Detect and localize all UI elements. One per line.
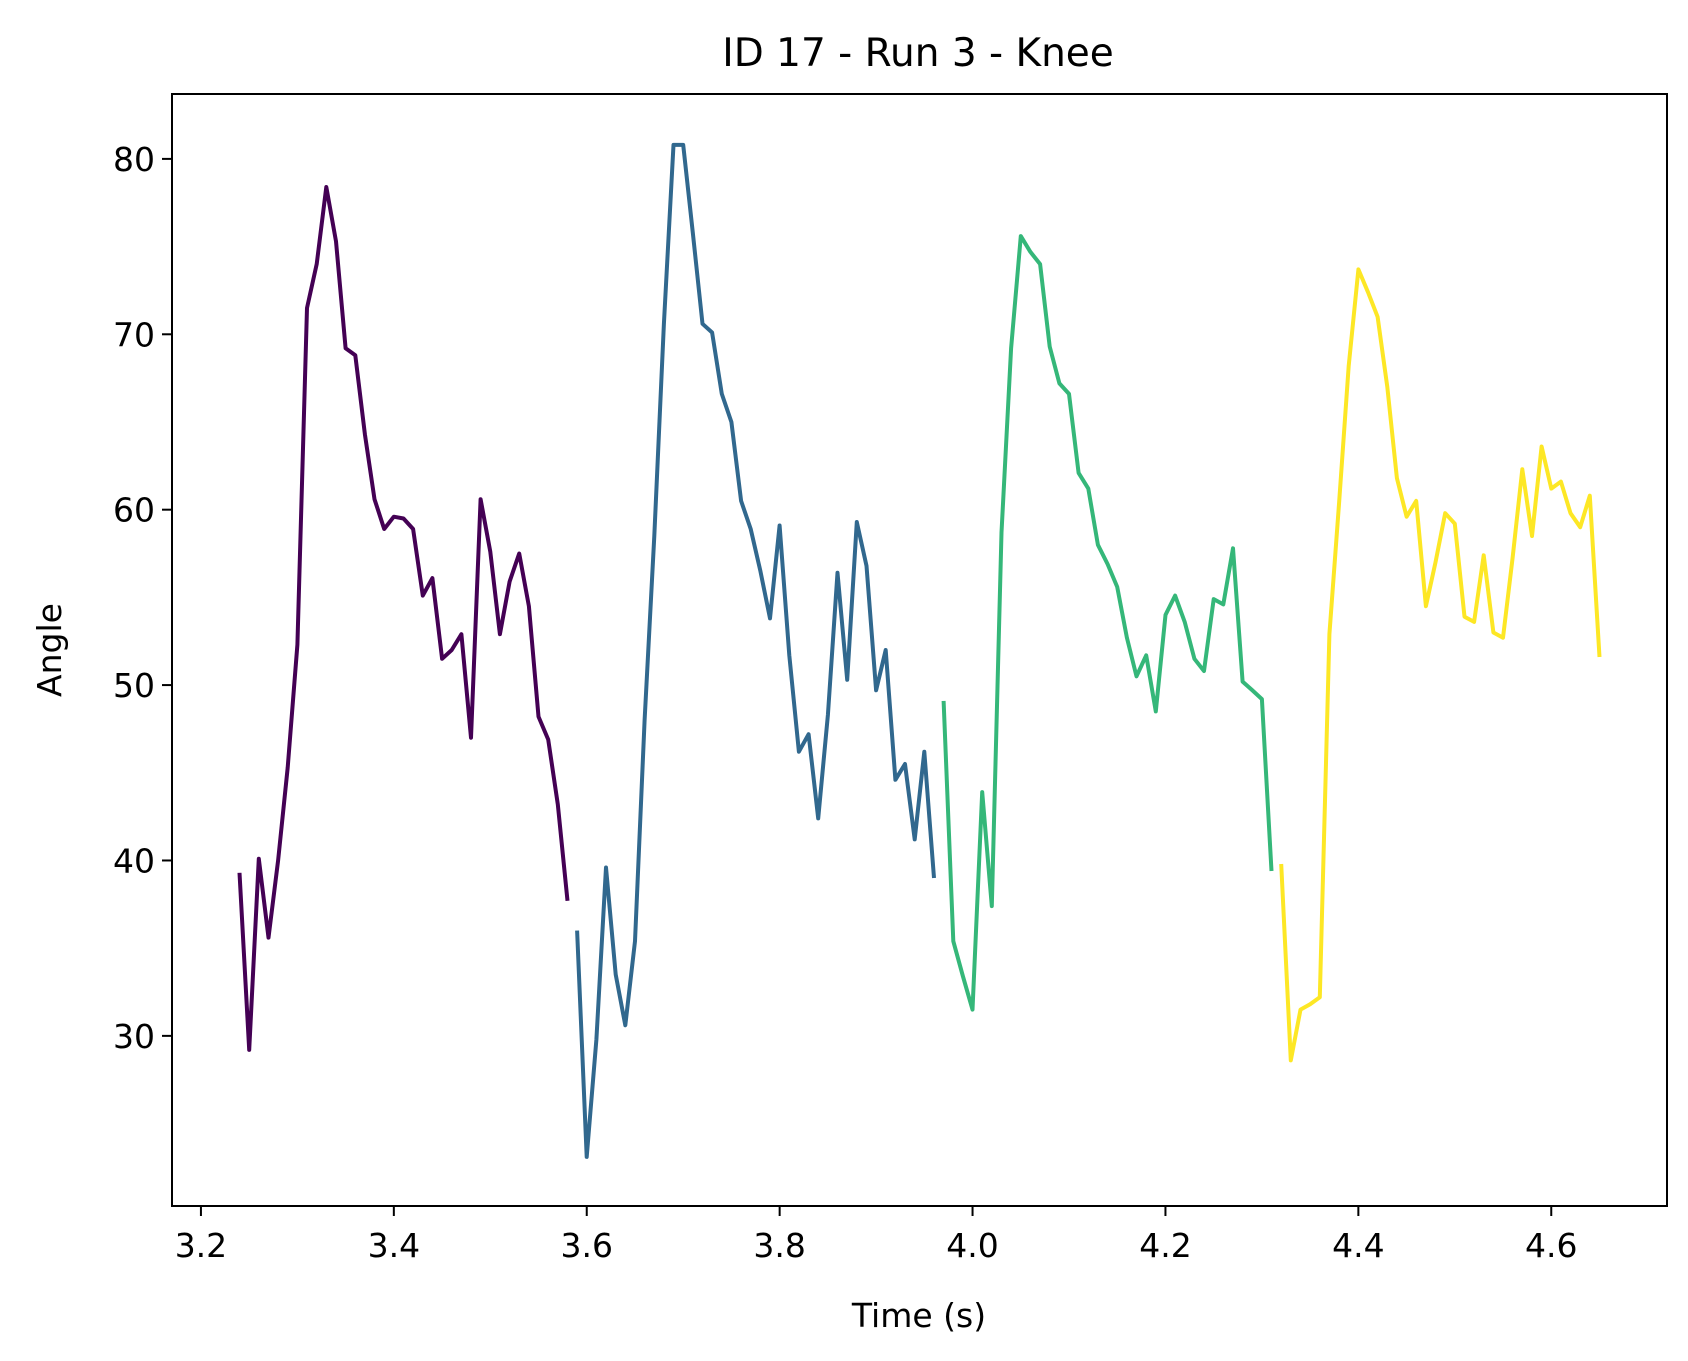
y-tick-label: 30	[113, 1017, 155, 1056]
series-line-1	[237, 185, 570, 1052]
plot-frame	[171, 93, 1668, 1207]
x-tick-label: 4.0	[946, 1226, 998, 1265]
x-tick-label: 4.4	[1332, 1226, 1384, 1265]
x-axis-label: Time (s)	[851, 1296, 986, 1335]
y-tick-label: 70	[113, 315, 155, 354]
series-line-2	[575, 142, 936, 1159]
x-tick-label: 3.8	[753, 1226, 805, 1265]
x-tick-label: 3.4	[368, 1226, 420, 1265]
y-tick-label: 40	[113, 841, 155, 880]
series-line-4	[1279, 267, 1602, 1063]
y-axis-label: Angle	[30, 603, 69, 697]
x-tick-label: 4.6	[1525, 1226, 1577, 1265]
x-tick-label: 3.6	[560, 1226, 612, 1265]
y-tick-label: 80	[113, 140, 155, 179]
y-tick-label: 50	[113, 666, 155, 705]
x-tick-label: 3.2	[175, 1226, 227, 1265]
series-line-3	[941, 234, 1274, 1012]
x-tick-label: 4.2	[1139, 1226, 1191, 1265]
chart-title: ID 17 - Run 3 - Knee	[722, 31, 1114, 76]
plot-lines	[237, 142, 1602, 1159]
y-axis-ticks: 30 40 50 60 70 80	[113, 140, 172, 1056]
y-tick-label: 60	[113, 491, 155, 530]
x-axis-ticks: 3.2 3.4 3.6 3.8 4.0 4.2 4.4 4.6	[175, 1206, 1578, 1265]
